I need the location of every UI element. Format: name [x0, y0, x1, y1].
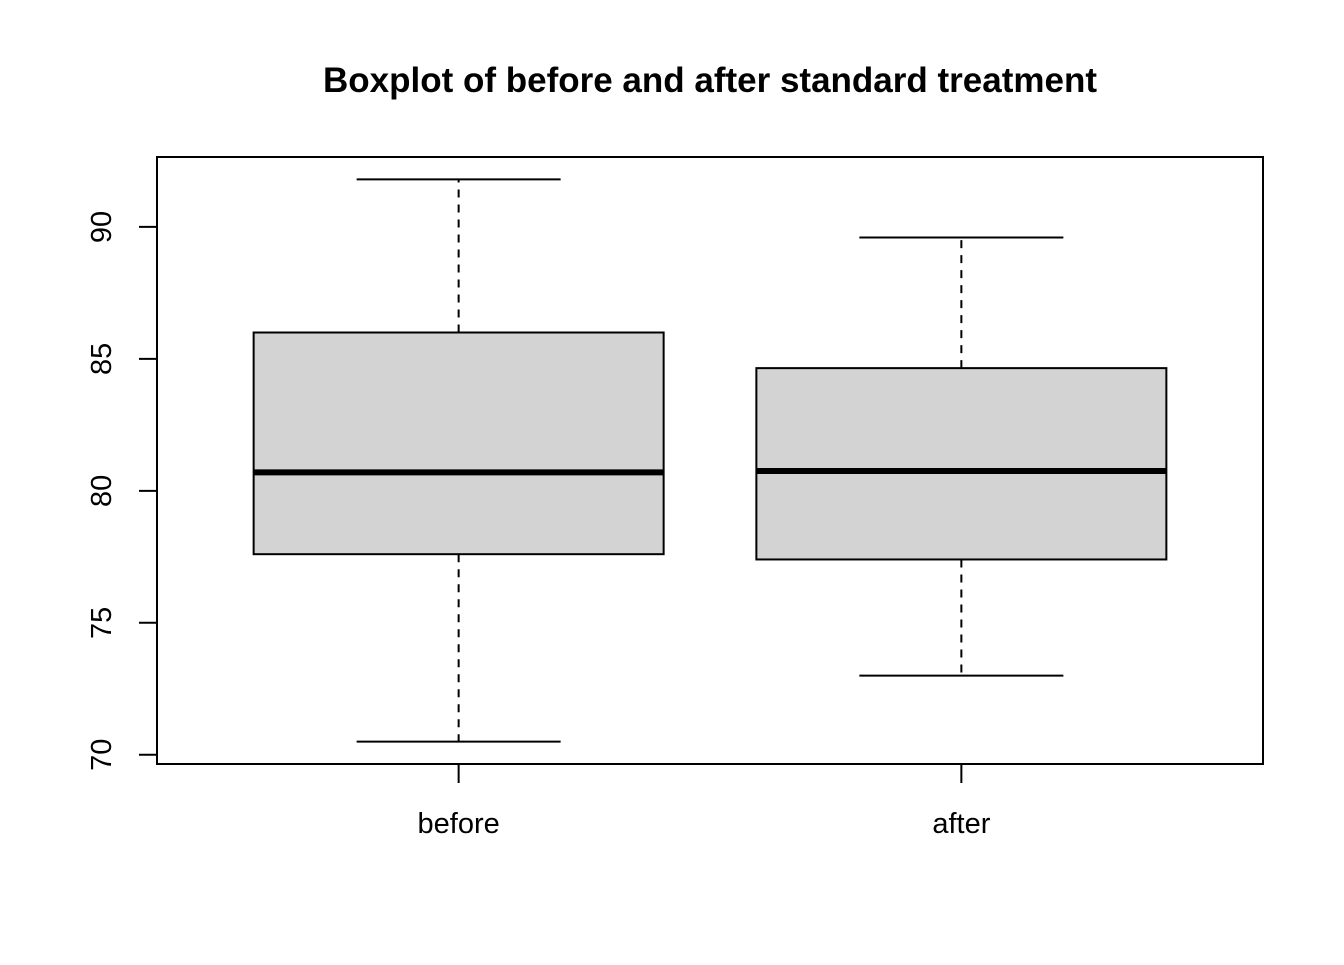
box-after [755, 236, 1168, 677]
box-before [252, 178, 665, 743]
box-series [252, 178, 1168, 743]
chart-title: Boxplot of before and after standard tre… [323, 61, 1097, 100]
x-axis: before after [418, 764, 991, 840]
iqr-box [252, 331, 665, 556]
y-tick-label: 70 [86, 739, 118, 771]
x-tick-label: before [418, 808, 500, 840]
y-tick-label: 75 [86, 607, 118, 639]
x-tick-label: after [932, 808, 990, 840]
y-axis: 70 75 80 85 90 [86, 211, 158, 771]
y-tick-label: 90 [86, 211, 118, 243]
iqr-box [755, 367, 1168, 561]
y-tick-label: 85 [86, 343, 118, 375]
y-tick-label: 80 [86, 475, 118, 507]
